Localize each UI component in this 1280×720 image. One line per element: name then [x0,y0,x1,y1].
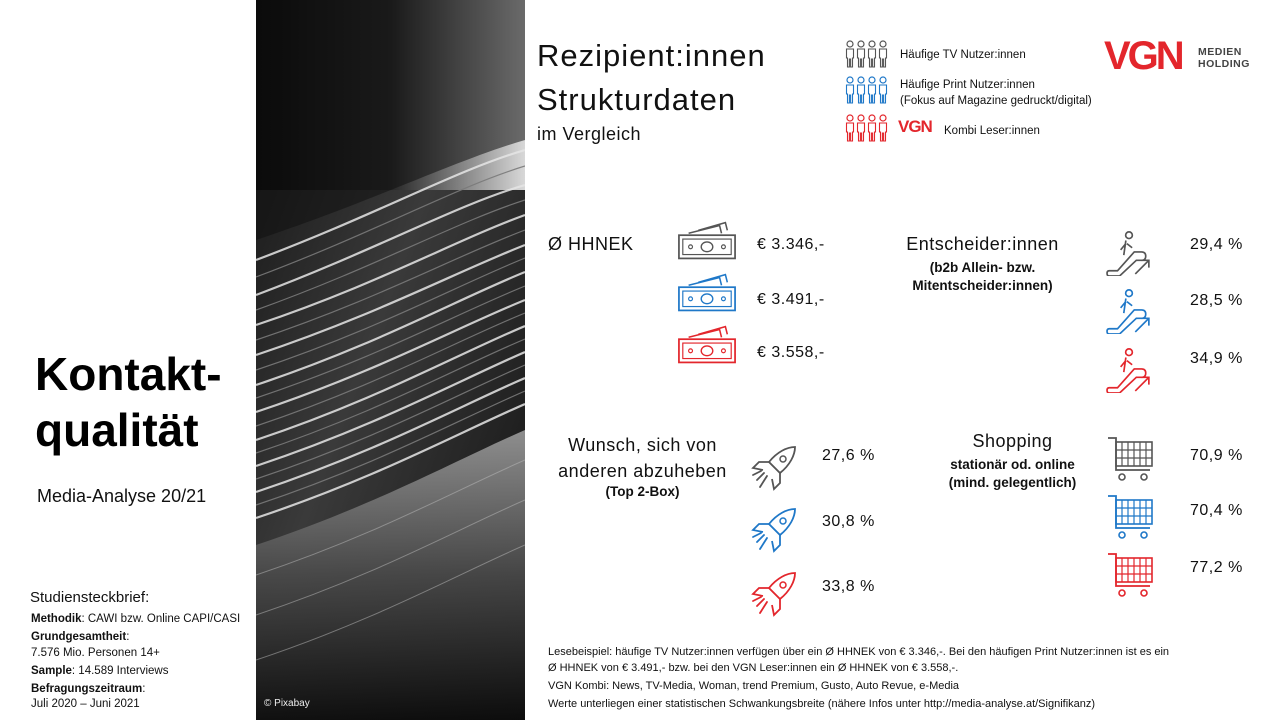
hhnek-value-print: € 3.491,- [757,291,825,308]
shopping-sub-line-1: stationär od. online [950,457,1075,472]
section-headline: Rezipient:innen Strukturdaten [537,34,766,122]
vgn-readers-people-icon [845,114,888,142]
wunsch-value-print: 30,8 % [822,513,875,530]
shopping-value-vgn: 77,2 % [1190,559,1243,576]
entscheider-sub-line-1: (b2b Allein- bzw. [929,260,1036,275]
wunsch-title-line-2: anderen abzuheben [558,461,727,481]
money-icon [677,325,737,364]
hhnek-value-vgn: € 3.558,- [757,344,825,361]
note-reading-example-2: Ø HHNEK von € 3.491,- bzw. bei den VGN L… [548,662,959,674]
entscheider-value-vgn: 34,9 % [1190,350,1243,367]
study-methodik-value: : CAWI bzw. Online CAPI/CASI [81,613,241,625]
note-reading-example-1: Lesebeispiel: häufige TV Nutzer:innen ve… [548,646,1170,658]
rocket-icon [752,446,796,490]
note-vgn-kombi: VGN Kombi: News, TV-Media, Woman, trend … [548,680,960,692]
page-title: Kontakt- qualität [35,346,222,458]
study-sample-value: : 14.589 Interviews [71,665,169,677]
headline-subtitle: im Vergleich [537,124,642,144]
wunsch-value-tv: 27,6 % [822,447,875,464]
study-grundgesamtheit: Grundgesamtheit: [31,631,129,643]
logo-text: MEDIEN HOLDING [1198,46,1250,70]
rocket-icon [752,572,796,616]
escalator-icon [1106,289,1150,334]
logo-text-line-2: HOLDING [1198,58,1250,70]
headline-line-1: Rezipient:innen [537,38,766,73]
escalator-icon [1106,231,1150,276]
study-heading: Studiensteckbrief: [30,589,150,606]
page-subtitle: Media-Analyse 20/21 [37,486,207,506]
study-zeitraum-colon: : [142,683,146,695]
logo-text-line-1: MEDIEN [1198,46,1242,58]
shopping-title: Shopping [972,431,1053,451]
escalator-icon [1106,348,1150,393]
study-grundgesamtheit-colon: : [126,631,130,643]
study-zeitraum-value: Juli 2020 – Juni 2021 [31,698,140,710]
money-icon [677,221,737,260]
legend-kombi-label: Kombi Leser:innen [944,125,1040,137]
study-sample: Sample: 14.589 Interviews [31,665,168,677]
study-zeitraum-label: Befragungszeitraum [31,683,143,695]
magazine-pages-image [256,0,525,720]
title-line-2: qualität [35,404,199,456]
photo-credit: © Pixabay [264,698,310,709]
legend-print-line-1: Häufige Print Nutzer:innen [900,79,1035,91]
hhnek-title: Ø HHNEK [548,234,634,254]
entscheider-title: Entscheider:innen [906,234,1059,254]
legend-print-label: Häufige Print Nutzer:innen (Fokus auf Ma… [900,77,1092,109]
study-methodik: Methodik: CAWI bzw. Online CAPI/CASI [31,613,240,625]
entscheider-sub-line-2: Mitentscheider:innen) [912,278,1053,293]
logo-mark: VGN [1104,34,1185,78]
study-methodik-label: Methodik [31,613,82,625]
shopping-sub-line-2: (mind. gelegentlich) [948,475,1077,490]
money-icon [677,273,737,312]
entscheider-subtitle: (b2b Allein- bzw. Mitentscheider:innen) [900,259,1065,295]
print-users-people-icon [845,76,888,104]
legend-print-line-2: (Fokus auf Magazine gedruckt/digital) [900,95,1092,107]
wunsch-value-vgn: 33,8 % [822,578,875,595]
shopping-cart-icon [1107,437,1153,481]
legend-tv-label: Häufige TV Nutzer:innen [900,49,1026,61]
vgn-logo: VGN MEDIEN HOLDING [1104,34,1254,80]
study-sample-label: Sample [31,665,72,677]
study-grundgesamtheit-value: 7.576 Mio. Personen 14+ [31,647,160,659]
shopping-subtitle: stationär od. online (mind. gelegentlich… [930,456,1095,492]
hhnek-value-tv: € 3.346,- [757,236,825,253]
entscheider-value-print: 28,5 % [1190,292,1243,309]
magazine-pages-photo [256,0,525,720]
note-significance: Werte unterliegen einer statistischen Sc… [548,698,1096,710]
title-line-1: Kontakt- [35,348,222,400]
tv-users-people-icon [845,40,888,68]
study-grundgesamtheit-label: Grundgesamtheit [31,631,127,643]
wunsch-subtitle: (Top 2-Box) [605,484,680,499]
entscheider-value-tv: 29,4 % [1190,236,1243,253]
shopping-cart-icon [1107,553,1153,597]
headline-line-2: Strukturdaten [537,82,737,117]
legend-vgn-mark: VGN [898,117,933,136]
shopping-cart-icon [1107,495,1153,539]
rocket-icon [752,508,796,552]
study-zeitraum: Befragungszeitraum: [31,683,145,695]
wunsch-title-line-1: Wunsch, sich von [568,435,717,455]
shopping-value-print: 70,4 % [1190,502,1243,519]
wunsch-title: Wunsch, sich von anderen abzuheben [540,432,745,484]
shopping-value-tv: 70,9 % [1190,447,1243,464]
